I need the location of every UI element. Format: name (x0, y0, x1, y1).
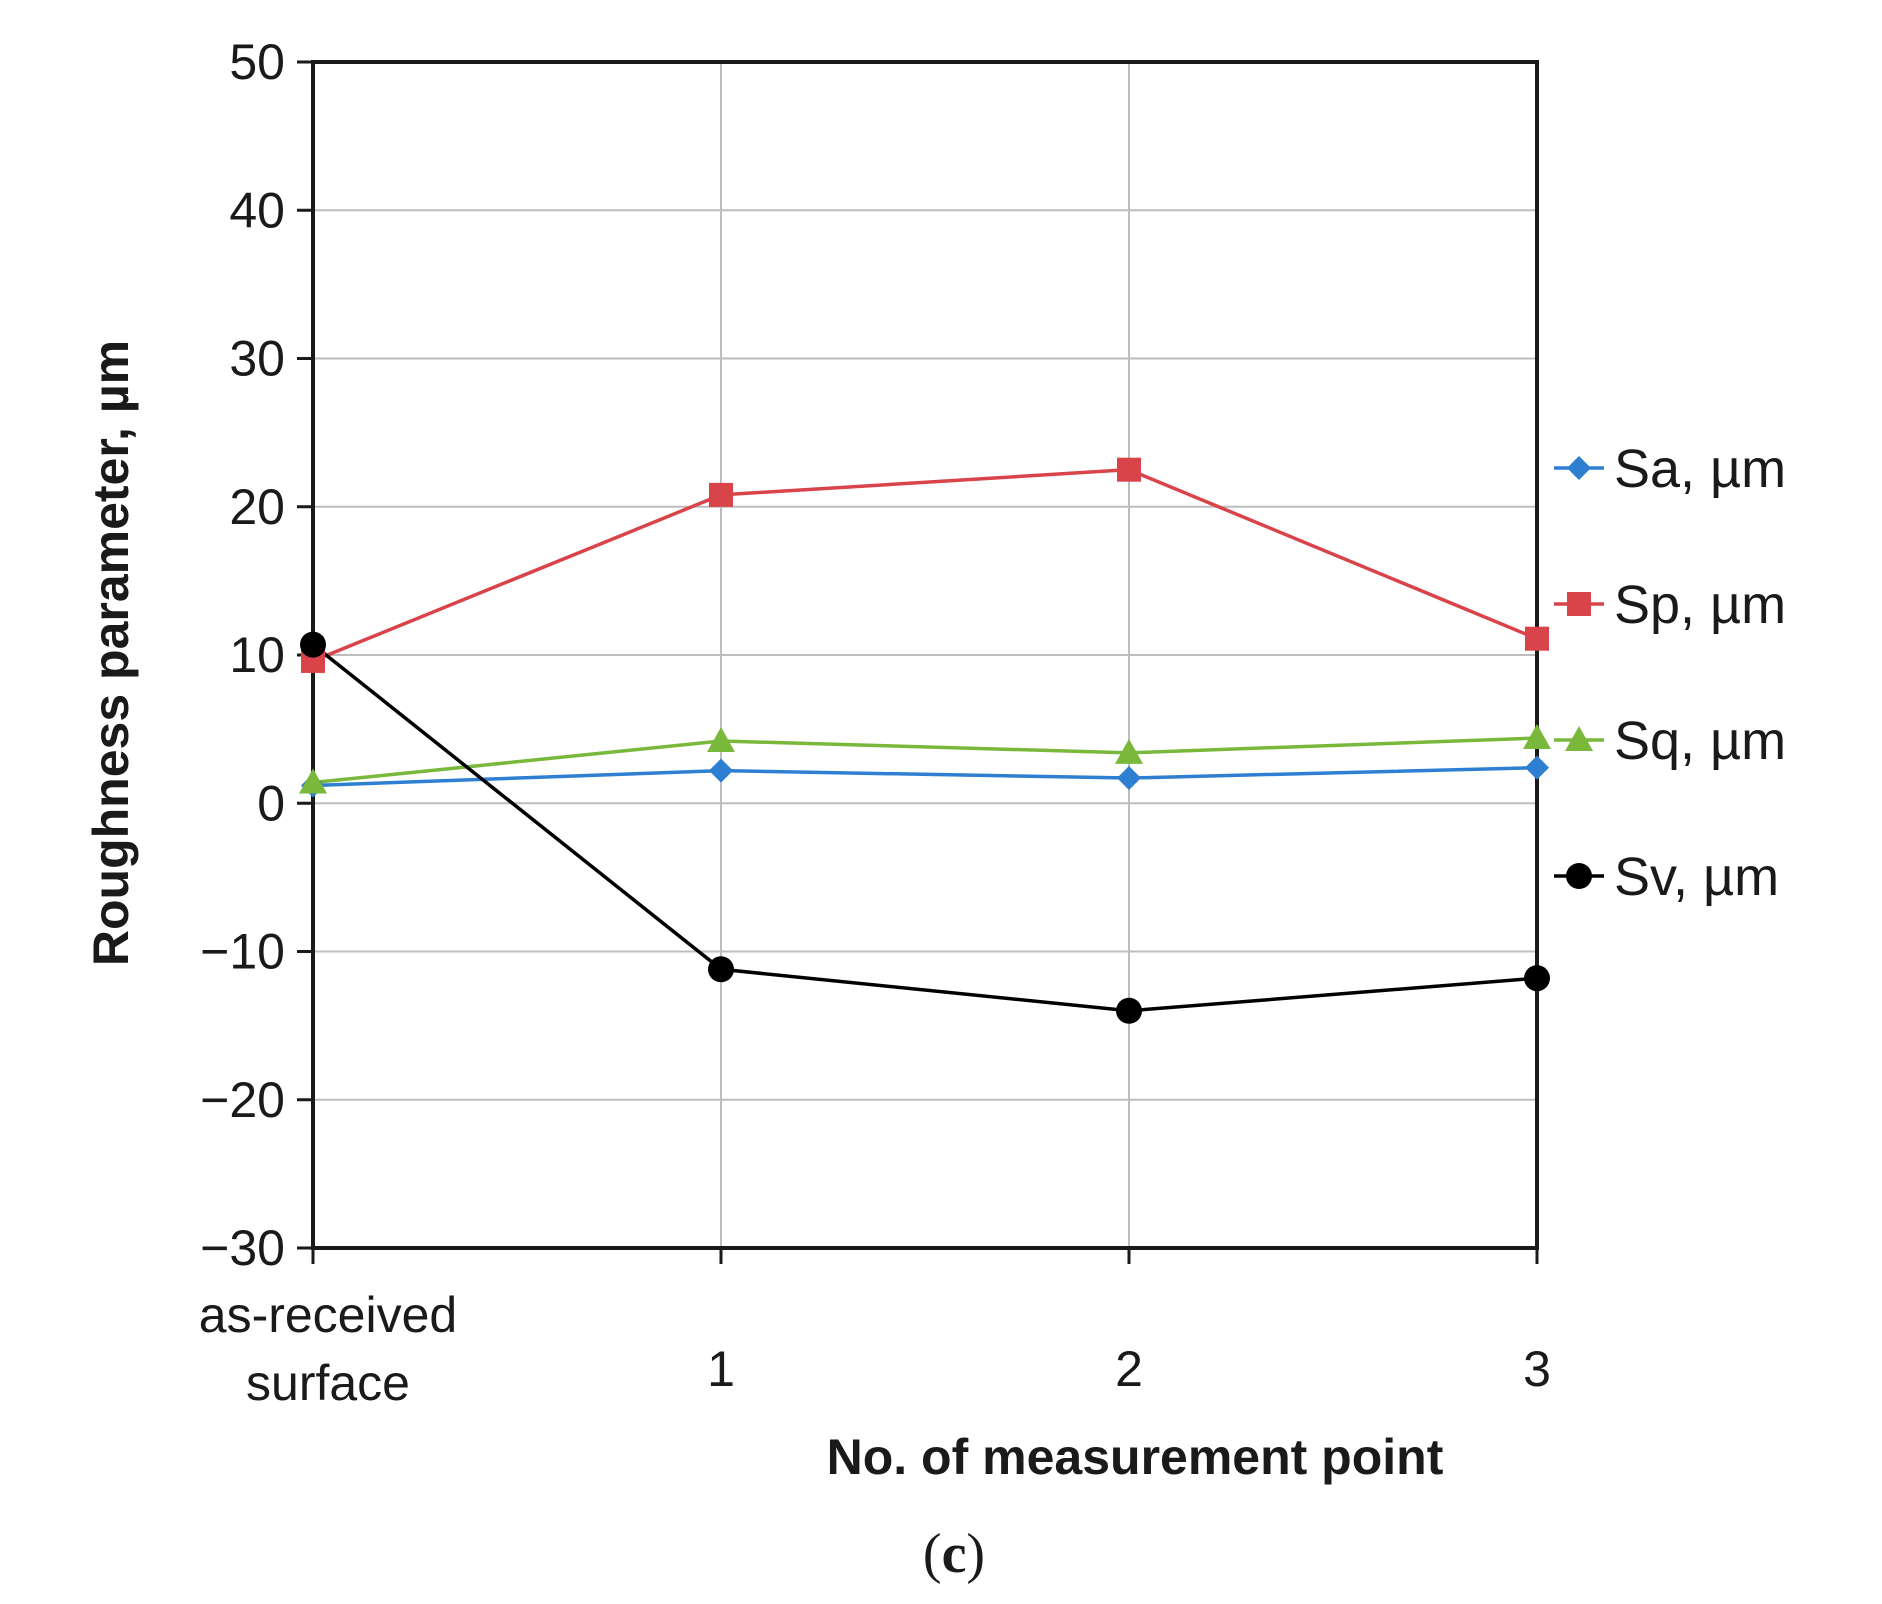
caption-close: ) (966, 1523, 985, 1585)
y-tick-label: 40 (229, 182, 285, 238)
series-line-0 (312, 765, 1538, 788)
legend-label: Sq, µm (1614, 711, 1786, 771)
axes: −30 −20 −10 0 10 20 30 40 50 as-received surface 1 2… (199, 34, 1551, 1411)
y-tick-label: −20 (200, 1072, 285, 1128)
legend-marker (1567, 456, 1591, 480)
x-tick-label: 1 (707, 1341, 735, 1397)
data-point-3 (1116, 997, 1142, 1024)
series-line-3 (311, 643, 1538, 1013)
series (299, 457, 1551, 1024)
x-axis-title: No. of measurement point (827, 1429, 1444, 1485)
data-point-2 (299, 768, 327, 794)
caption-letter: c (942, 1523, 967, 1585)
y-tick-label: 10 (229, 627, 285, 683)
figure-caption: (c) (923, 1523, 985, 1585)
data-point-2 (1523, 724, 1551, 750)
data-point-3 (1524, 965, 1550, 992)
data-point-1 (1117, 457, 1141, 482)
y-tick-label: 30 (229, 331, 285, 387)
data-point-0 (709, 758, 733, 783)
y-tick-label: −10 (200, 924, 285, 980)
y-tick-label: 20 (229, 479, 285, 535)
labels: Roughness parameter, µm No. of measureme… (83, 340, 1444, 1585)
legend-label: Sa, µm (1614, 439, 1786, 499)
legend-label: Sp, µm (1614, 575, 1786, 635)
data-point-3 (300, 631, 326, 658)
data-point-2 (1115, 738, 1143, 764)
series-line-2 (312, 736, 1538, 785)
y-axis-title: Roughness parameter, µm (83, 340, 139, 966)
x-tick-label: 2 (1115, 1341, 1143, 1397)
y-tick-label: 0 (257, 775, 285, 831)
legend-marker (1566, 863, 1592, 889)
data-point-2 (707, 726, 735, 752)
data-point-0 (1117, 766, 1141, 791)
gridlines (313, 62, 1537, 1248)
data-point-3 (708, 956, 734, 983)
y-tick-label: −30 (200, 1220, 285, 1276)
data-point-0 (1525, 755, 1549, 780)
caption-open: ( (923, 1523, 942, 1585)
data-point-1 (709, 482, 733, 507)
data-point-1 (1525, 626, 1549, 651)
legend-marker (1567, 592, 1591, 616)
series-line-1 (312, 467, 1538, 663)
legend-label: Sv, µm (1614, 847, 1779, 907)
y-tick-label: 50 (229, 34, 285, 90)
x-tick-label-line2: surface (246, 1355, 410, 1411)
legend-marker (1565, 726, 1593, 751)
x-tick-label: 3 (1523, 1341, 1551, 1397)
legend: Sa, µm Sp, µm Sq, µm Sv, µm (1554, 439, 1786, 907)
x-tick-label-line1: as-received (199, 1287, 457, 1343)
